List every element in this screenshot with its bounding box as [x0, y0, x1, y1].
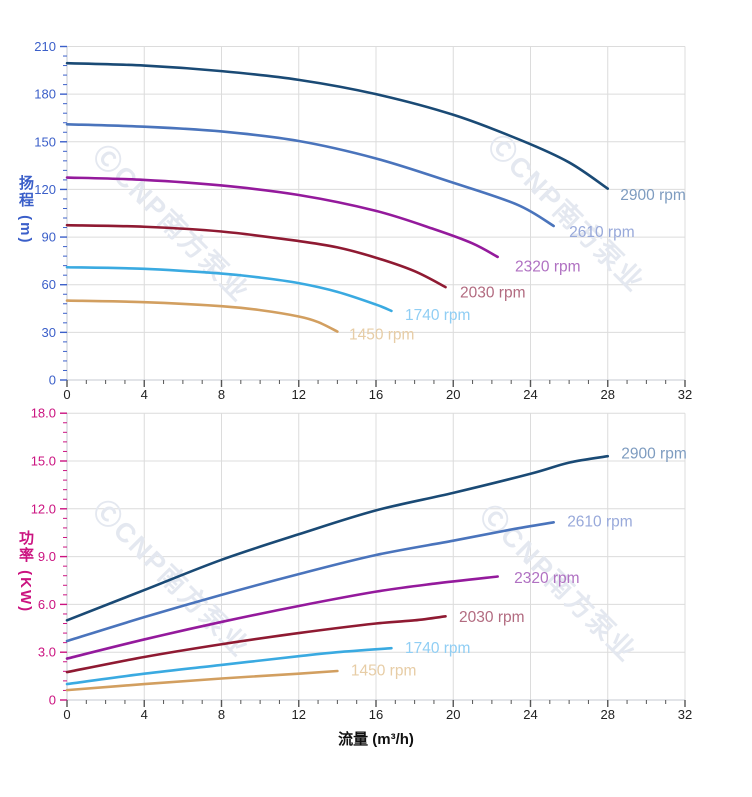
- axes-layer: 0 4 8 12 16 20 24 28 32 0 30 60 90 120 150 180 210 0 4 8 12 1…: [31, 39, 693, 722]
- y-tick-label: 9.0: [38, 549, 56, 564]
- head-curve-label-2320-rpm: 2320 rpm: [515, 258, 580, 275]
- head-curve-2900-rpm: [65, 61, 610, 190]
- power-curve-label-2900-rpm: 2900 rpm: [621, 446, 686, 463]
- x-tick-label: 0: [63, 387, 70, 402]
- x-tick-label: 24: [523, 707, 537, 722]
- head-axis-title: 扬程 (m): [17, 175, 34, 245]
- x-tick-label: 8: [218, 707, 225, 722]
- x-tick-label: 28: [601, 387, 615, 402]
- power-chart-axes: 0 4 8 12 16 20 24 28 32 0 3.0 6.0 9.0 12.0 15.0 18.0: [31, 406, 693, 722]
- y-tick-label: 120: [34, 182, 56, 197]
- head-curve-label-1450-rpm: 1450 rpm: [349, 327, 414, 344]
- power-axis-title: 功率 (KW): [17, 530, 34, 614]
- power-curve-2320-rpm: [65, 575, 499, 660]
- x-tick-label: 20: [446, 707, 460, 722]
- y-tick-label: 3.0: [38, 645, 56, 660]
- y-tick-label: 15.0: [31, 454, 56, 469]
- y-tick-label: 90: [42, 230, 56, 245]
- x-tick-label: 24: [523, 387, 537, 402]
- power-curve-label-1740-rpm: 1740 rpm: [405, 640, 470, 657]
- power-curve-label-2320-rpm: 2320 rpm: [514, 570, 579, 587]
- x-tick-label: 4: [141, 707, 148, 722]
- power-curve-1740-rpm: [65, 646, 393, 686]
- head-curve-2610-rpm: [65, 123, 555, 228]
- head-curve-1740-rpm: [65, 265, 393, 313]
- x-tick-label: 32: [678, 707, 692, 722]
- x-tick-label: 16: [369, 707, 383, 722]
- y-tick-label: 6.0: [38, 597, 56, 612]
- power-curve-label-1450-rpm: 1450 rpm: [351, 662, 416, 679]
- x-tick-label: 8: [218, 387, 225, 402]
- x-tick-label: 28: [601, 707, 615, 722]
- head-curve-label-2030-rpm: 2030 rpm: [460, 285, 525, 302]
- y-tick-label: 30: [42, 325, 56, 340]
- head-curve-label-2900-rpm: 2900 rpm: [620, 187, 685, 204]
- power-curve-2030-rpm: [65, 615, 447, 674]
- power-curve-label-2610-rpm: 2610 rpm: [567, 513, 632, 530]
- cnp-watermark: ⒸCNP南方泵业: [87, 139, 256, 308]
- x-tick-label: 0: [63, 707, 70, 722]
- curves-layer: 2900 rpm 2610 rpm 2320 rpm 2030 rpm 1740 rpm…: [65, 61, 687, 692]
- y-tick-label: 12.0: [31, 501, 56, 516]
- y-tick-label: 150: [34, 134, 56, 149]
- head-curve-label-2610-rpm: 2610 rpm: [569, 224, 634, 241]
- x-tick-label: 16: [369, 387, 383, 402]
- head-curve-1450-rpm: [65, 299, 339, 333]
- y-tick-label: 0: [49, 693, 56, 708]
- x-tick-label: 12: [292, 387, 306, 402]
- y-tick-label: 0: [49, 373, 56, 388]
- power-curve-2610-rpm: [65, 521, 555, 643]
- x-tick-label: 32: [678, 387, 692, 402]
- flow-axis-title: 流量 (m³/h): [338, 731, 414, 748]
- power-curve-2900-rpm: [65, 454, 610, 622]
- head-curve-2320-rpm: [65, 176, 499, 259]
- y-tick-label: 18.0: [31, 406, 56, 421]
- head-curve-2030-rpm: [65, 223, 447, 289]
- y-tick-label: 180: [34, 87, 56, 102]
- y-tick-label: 210: [34, 39, 56, 54]
- y-tick-label: 60: [42, 277, 56, 292]
- power-curve-label-2030-rpm: 2030 rpm: [459, 609, 524, 626]
- head-curve-label-1740-rpm: 1740 rpm: [405, 307, 470, 324]
- x-tick-label: 4: [141, 387, 148, 402]
- x-tick-label: 20: [446, 387, 460, 402]
- x-tick-label: 12: [292, 707, 306, 722]
- power-curve-1450-rpm: [65, 669, 339, 692]
